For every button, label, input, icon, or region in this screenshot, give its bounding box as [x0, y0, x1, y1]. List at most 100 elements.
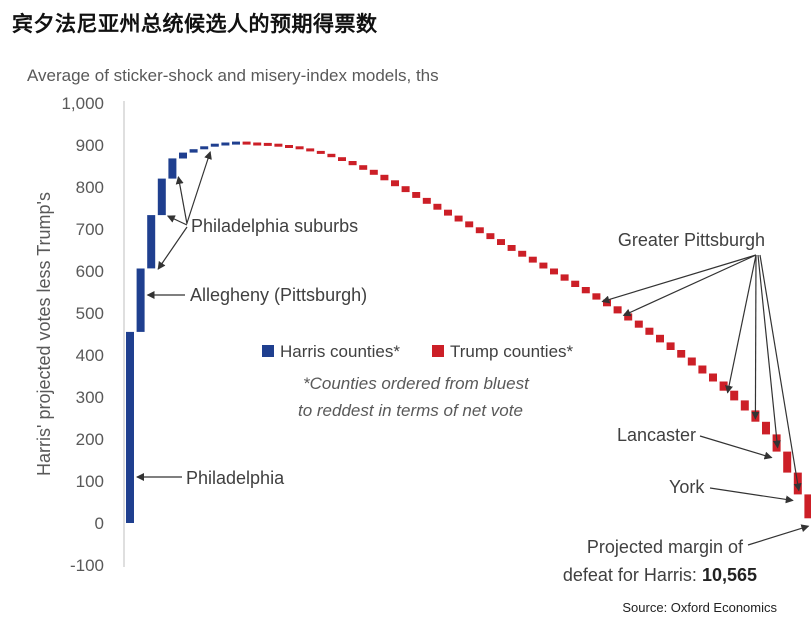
trump-county-bar [571, 280, 580, 287]
trump-county-bar [740, 400, 749, 411]
margin-text: defeat for Harris: [563, 565, 702, 585]
y-tick-label: 200 [76, 430, 104, 449]
annotation-arrow [751, 254, 760, 420]
y-tick-label: 300 [76, 388, 104, 407]
trump-county-bar [518, 250, 527, 257]
harris-county-bar [136, 268, 145, 332]
trump-county-bar [539, 262, 548, 269]
label-york: York [669, 477, 705, 497]
trump-county-bar [581, 287, 590, 294]
footnote-line: *Counties ordered from bluest [303, 374, 530, 393]
legend-swatch-harris [262, 345, 274, 357]
trump-county-bar [274, 143, 283, 147]
trump-county-bar [719, 381, 728, 391]
trump-county-bar [475, 227, 484, 234]
trump-county-bar [391, 180, 399, 187]
harris-county-bar [157, 178, 166, 216]
y-tick-label: 600 [76, 262, 104, 281]
legend-label-trump: Trump counties* [450, 342, 574, 361]
footnote-line: to reddest in terms of net vote [298, 401, 523, 420]
trump-county-bar [338, 157, 346, 161]
annotation-arrow [157, 226, 188, 270]
trump-county-bar [359, 165, 368, 170]
trump-county-bar [645, 327, 654, 335]
y-tick-label: 400 [76, 346, 104, 365]
chart-subtitle: Average of sticker-shock and misery-inde… [27, 66, 439, 85]
label-philadelphia: Philadelphia [186, 468, 285, 488]
trump-county-bar [444, 209, 452, 216]
label-philadelphia-suburbs: Philadelphia suburbs [191, 216, 358, 236]
annotation-arrow [699, 435, 773, 460]
annotation-arrow [759, 254, 802, 492]
trump-county-bar [306, 148, 315, 152]
harris-county-bar [179, 152, 187, 159]
trump-county-bar [412, 192, 421, 198]
source-note: Source: Oxford Economics [622, 600, 777, 615]
legend-swatch-trump [432, 345, 444, 357]
annotation-arrow [186, 151, 212, 224]
trump-county-bar [613, 306, 622, 314]
label-lancaster: Lancaster [617, 425, 696, 445]
y-axis-title: Harris' projected votes less Trump's [34, 192, 54, 476]
trump-county-bar [709, 373, 717, 382]
trump-county-bar [263, 142, 272, 146]
harris-county-bar [221, 142, 230, 146]
harris-county-bar [210, 143, 219, 147]
y-tick-label: 0 [95, 514, 104, 533]
harris-county-bar [232, 141, 240, 145]
annotation-arrow [747, 524, 810, 546]
trump-county-bar [253, 142, 262, 146]
annotation-arrow [709, 487, 794, 504]
trump-county-bar [560, 274, 569, 281]
y-tick-label: 1,000 [61, 94, 104, 113]
trump-county-bar [624, 313, 633, 321]
annotation-arrow [757, 254, 781, 449]
y-tick-label: 900 [76, 136, 104, 155]
harris-county-bar [126, 331, 134, 523]
trump-county-bar [348, 161, 357, 166]
y-tick-label: -100 [70, 556, 104, 575]
y-tick-label: 800 [76, 178, 104, 197]
trump-county-bar [242, 141, 251, 145]
annotation-arrow [166, 215, 188, 226]
label-greater-pittsburgh: Greater Pittsburgh [618, 230, 765, 250]
harris-county-bar [189, 149, 198, 153]
annotation-arrow [175, 176, 188, 225]
legend-label-harris: Harris counties* [280, 342, 400, 361]
trump-county-bar [380, 174, 389, 181]
trump-county-bar [486, 233, 495, 240]
label-margin-line1: Projected margin of [587, 537, 744, 557]
trump-county-bar [762, 421, 770, 435]
trump-county-bar [316, 150, 325, 154]
harris-county-bar [147, 215, 156, 269]
annotation-arrow [725, 254, 757, 394]
trump-county-bar [465, 221, 474, 228]
chart-title: 宾夕法尼亚州总统候选人的预期得票数 [12, 12, 378, 36]
trump-county-bar [783, 451, 792, 473]
trump-county-bar [497, 239, 505, 245]
trump-county-bar [804, 494, 811, 519]
trump-county-bar [295, 146, 304, 150]
harris-county-bar [200, 146, 209, 150]
trump-county-bar [454, 215, 463, 222]
y-tick-label: 500 [76, 304, 104, 323]
trump-county-bar [634, 320, 643, 328]
trump-county-bar [422, 197, 431, 204]
trump-county-bar [369, 169, 378, 175]
trump-county-bar [592, 293, 601, 300]
trump-county-bar [730, 390, 739, 401]
trump-county-bar [687, 357, 696, 366]
label-margin-line2: defeat for Harris: 10,565 [563, 565, 757, 585]
trump-county-bar [677, 350, 686, 358]
trump-county-bar [401, 186, 410, 193]
trump-county-bar [550, 268, 558, 275]
trump-county-bar [528, 256, 537, 263]
y-tick-label: 700 [76, 220, 104, 239]
trump-county-bar [656, 334, 664, 343]
annotation-arrow [601, 254, 757, 304]
trump-county-bar [666, 342, 675, 350]
trump-county-bar [285, 145, 293, 148]
trump-county-bar [433, 203, 442, 210]
label-allegheny: Allegheny (Pittsburgh) [190, 285, 367, 305]
